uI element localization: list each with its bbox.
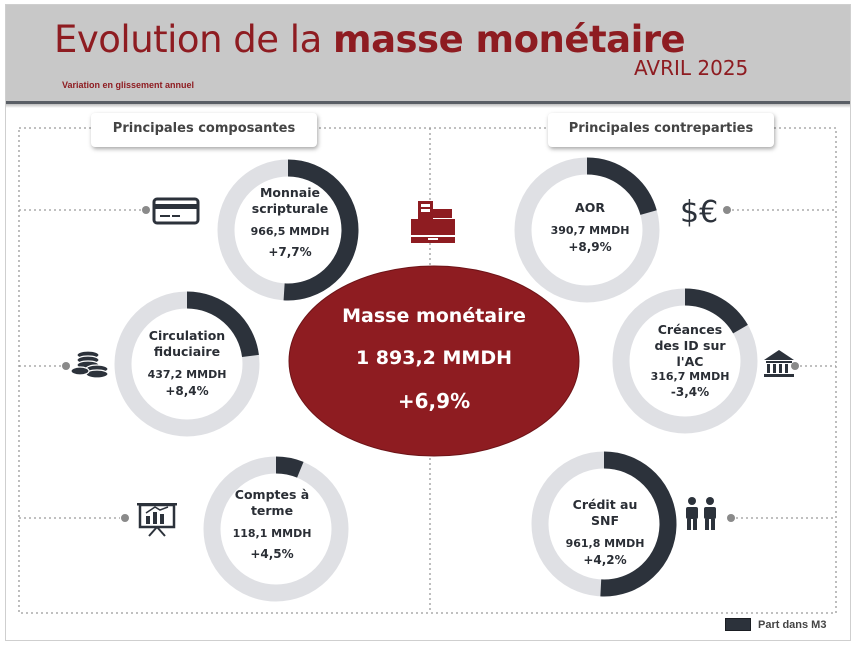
svg-text:$€: $€ [680,195,718,230]
donut-hole [235,177,341,283]
coins-icon [70,350,109,379]
series-name: Comptes à terme [234,487,310,518]
center-name: Masse monétaire [342,305,526,327]
donut-rings [114,157,758,602]
donut-hole [132,309,242,419]
series-value: 118,1 MMDH [232,527,312,540]
series-growth: +4,5% [250,547,294,561]
legend: Part dans M3 [725,618,826,631]
tab-principales-contreparties: Principales contreparties [548,113,774,147]
donut-hole [630,306,740,416]
center-label: Masse monétaire 1 893,2 MMDH +6,9% [296,305,572,413]
series-value: 437,2 MMDH [147,368,227,381]
series-value: 316,7 MMDH [650,370,730,383]
series-value: 966,5 MMDH [250,225,330,238]
ring-label-circulation-fiduciaire: Circulation fiduciaire 437,2 MMDH +8,4% [137,328,237,398]
header-divider [6,101,850,104]
series-name: Créances des ID sur l'AC [654,322,726,369]
donut-share-arc [684,288,748,334]
ring-label-creances-id-ac: Créances des ID sur l'AC 316,7 MMDH -3,4… [650,322,730,399]
ring-label-aor: AOR 390,7 MMDH +8,9% [545,200,635,254]
ring-label-comptes-a-terme: Comptes à terme 118,1 MMDH +4,5% [228,487,316,561]
header-shadow [6,104,850,108]
cash-register-icon [411,201,455,243]
ring-label-monnaie-scripturale: Monnaie scripturale 966,5 MMDH +7,7% [238,185,342,259]
series-growth: +8,4% [165,384,209,398]
donut-share-arc [275,456,304,478]
series-growth: +7,7% [268,245,312,259]
donut-share-arc [586,157,657,216]
presentation-board-icon [137,503,177,537]
center-ellipse [288,265,580,457]
series-value: 961,8 MMDH [565,537,645,550]
frame [5,4,851,641]
header [6,5,850,103]
page-subtitle: Variation en glissement annuel [62,80,195,90]
ring-label-credit-snf: Crédit au SNF 961,8 MMDH +4,2% [560,497,650,567]
title-regular: Evolution de la [54,18,334,61]
people-icon [686,497,716,530]
series-name: Crédit au SNF [572,497,638,528]
center-value: 1 893,2 MMDH [355,347,513,369]
donut-share-arc [186,291,259,358]
page-title: Evolution de la masse monétaire [54,18,686,61]
series-growth: -3,4% [670,385,710,399]
tab-principales-composantes: Principales composantes [91,113,317,147]
series-growth: +4,2% [583,553,627,567]
series-growth: +8,9% [568,240,612,254]
series-name: Circulation fiduciaire [148,328,226,359]
title-bold: masse monétaire [333,18,686,61]
center-growth: +6,9% [397,389,471,413]
donut-share-arc [600,451,677,597]
connector-dots [62,206,799,522]
series-value: 390,7 MMDH [550,224,630,237]
donut-hole [549,469,659,579]
legend-label: Part dans M3 [758,618,827,631]
report-date: AVRIL 2025 [634,56,749,80]
currency-icon: $€ [680,195,718,230]
credit-card-icon [152,197,200,225]
legend-swatch [725,618,751,631]
donut-share-arc [283,159,359,301]
series-name: AOR [575,200,605,215]
donut-hole [221,474,331,584]
donut-hole [532,175,642,285]
series-name: Monnaie scripturale [251,185,329,216]
bank-icon [764,350,794,377]
